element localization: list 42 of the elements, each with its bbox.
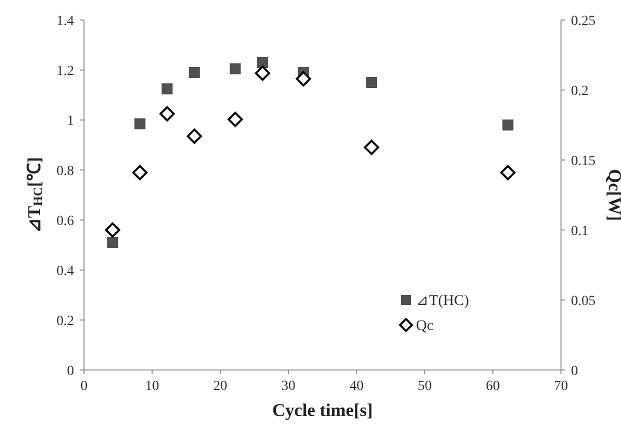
y-tick-label: 0 (67, 364, 74, 379)
y2-tick-label: 0.05 (571, 294, 596, 309)
point (366, 77, 378, 88)
legend-label: ⊿T(HC) (416, 293, 469, 309)
point (228, 112, 243, 127)
x-tick-label: 20 (213, 379, 228, 394)
x-tick-label: 60 (486, 379, 500, 394)
y-tick-label: 1.4 (56, 14, 74, 29)
point (134, 118, 146, 130)
legend-label: Qc (416, 318, 434, 334)
point (296, 71, 312, 86)
point (254, 66, 270, 81)
point (105, 222, 120, 238)
y2-tick-label: 0.1 (571, 224, 588, 239)
point (162, 83, 173, 94)
point (107, 237, 118, 248)
point (502, 120, 514, 130)
y-tick-label: 0.2 (56, 314, 74, 329)
point (500, 165, 516, 180)
y-tick-label: 1 (67, 114, 74, 129)
x-tick-label: 50 (418, 379, 432, 394)
x-axis-title: Cycle time[s] (272, 400, 373, 420)
y2-tick-label: 0.15 (571, 154, 596, 169)
y-tick-label: 0.8 (56, 164, 74, 179)
point (364, 140, 380, 155)
point (188, 67, 200, 78)
y-tick-label: 0.4 (56, 264, 74, 279)
point (257, 57, 268, 68)
point (132, 165, 148, 180)
y2-tick-label: 0.25 (571, 14, 596, 29)
x-tick-label: 30 (281, 379, 296, 394)
point (230, 63, 241, 74)
y-tick-label: 0.6 (56, 214, 74, 229)
x-tick-label: 10 (145, 379, 160, 394)
point (160, 106, 175, 122)
y-tick-label: 1.2 (56, 64, 74, 79)
x-tick-label: 0 (80, 379, 88, 394)
point (186, 128, 202, 144)
y2-tick-label: 0 (571, 364, 578, 379)
x-tick-label: 40 (350, 379, 364, 394)
x-tick-label: 70 (554, 379, 568, 394)
y2-tick-label: 0.2 (571, 84, 588, 99)
